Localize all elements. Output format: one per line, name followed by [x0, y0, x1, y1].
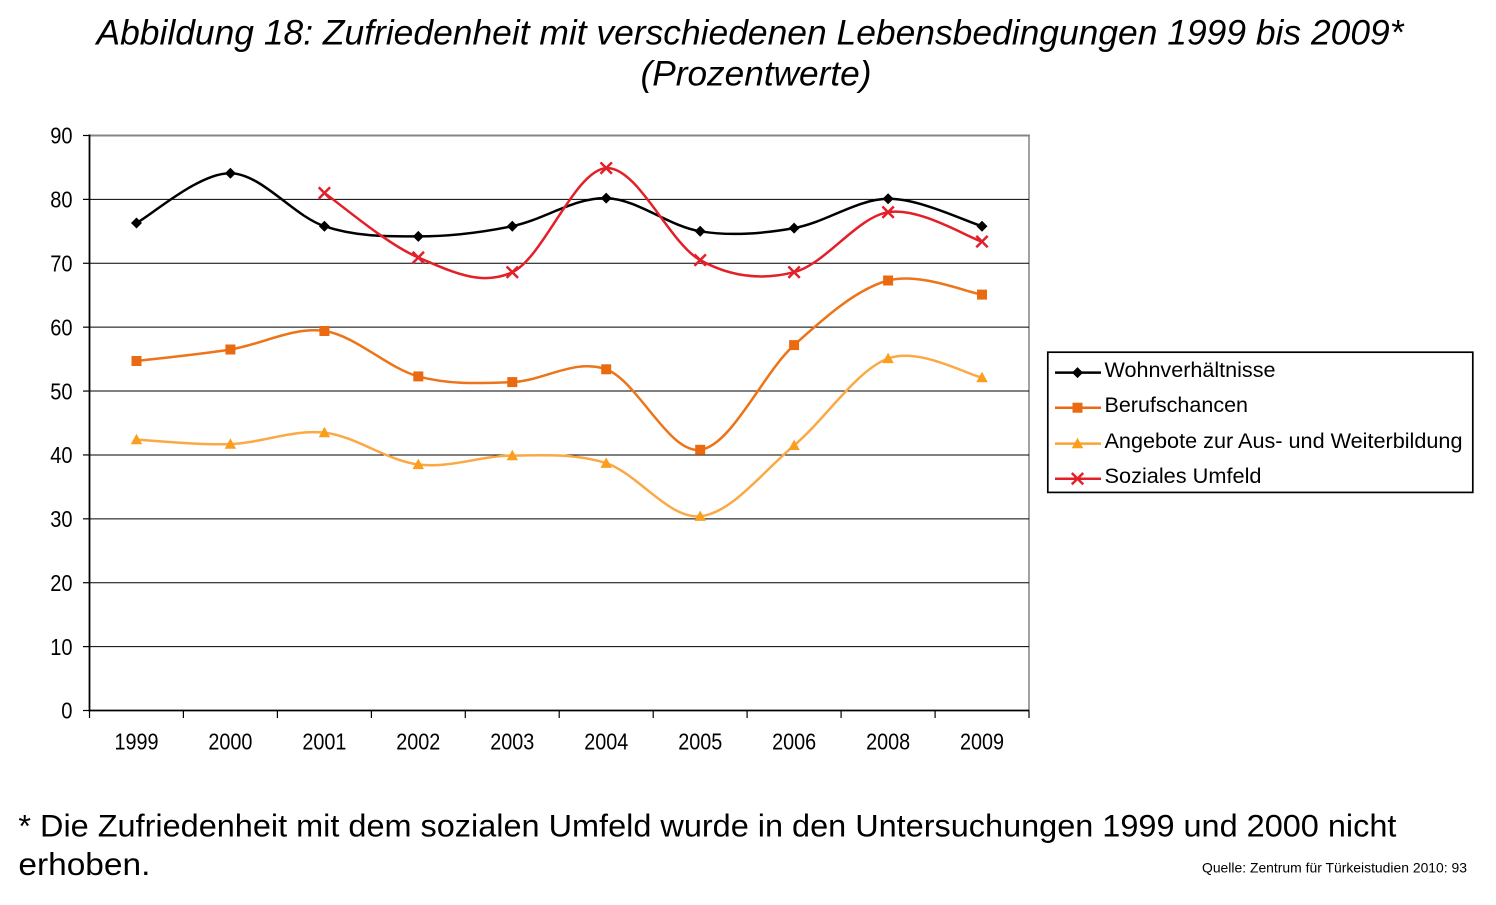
svg-text:2005: 2005	[678, 728, 722, 754]
svg-text:2009: 2009	[960, 728, 1004, 754]
svg-text:Wohnverhältnisse: Wohnverhältnisse	[1105, 359, 1276, 382]
svg-text:2008: 2008	[866, 728, 910, 754]
svg-text:70: 70	[50, 251, 72, 277]
svg-text:2001: 2001	[302, 728, 346, 754]
svg-text:erhoben.: erhoben.	[18, 847, 150, 882]
svg-text:2000: 2000	[208, 728, 252, 754]
svg-text:60: 60	[50, 314, 72, 340]
svg-text:40: 40	[50, 442, 72, 468]
svg-text:20: 20	[50, 570, 72, 596]
svg-text:0: 0	[61, 698, 72, 724]
svg-text:* Die Zufriedenheit mit dem so: * Die Zufriedenheit mit dem sozialen Umf…	[18, 809, 1396, 844]
svg-text:80: 80	[50, 187, 72, 213]
svg-text:1999: 1999	[115, 728, 159, 754]
svg-text:2003: 2003	[490, 728, 534, 754]
svg-text:50: 50	[50, 378, 72, 404]
svg-text:30: 30	[50, 506, 72, 532]
svg-text:Berufschancen: Berufschancen	[1105, 394, 1249, 417]
svg-text:2006: 2006	[772, 728, 816, 754]
svg-text:Angebote zur Aus- und Weiterbi: Angebote zur Aus- und Weiterbildung	[1105, 430, 1463, 453]
svg-text:Quelle: Zentrum für Türkeistud: Quelle: Zentrum für Türkeistudien 2010: …	[1202, 860, 1467, 876]
svg-text:2004: 2004	[584, 728, 628, 754]
svg-text:90: 90	[50, 123, 72, 149]
svg-text:Abbildung 18: Zufriedenheit mi: Abbildung 18: Zufriedenheit mit verschie…	[94, 13, 1404, 52]
svg-text:Soziales Umfeld: Soziales Umfeld	[1105, 465, 1262, 488]
svg-text:(Prozentwerte): (Prozentwerte)	[641, 55, 872, 94]
svg-text:2002: 2002	[396, 728, 440, 754]
svg-text:10: 10	[50, 634, 72, 660]
